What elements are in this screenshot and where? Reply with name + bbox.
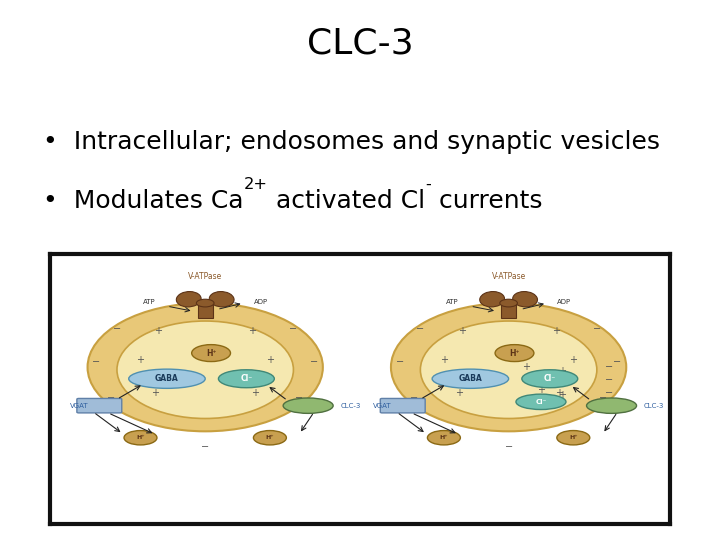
Text: +: + <box>570 354 577 364</box>
Text: H⁺: H⁺ <box>440 435 448 440</box>
Ellipse shape <box>513 292 538 307</box>
Text: H⁺: H⁺ <box>569 435 577 440</box>
Text: H⁺: H⁺ <box>266 435 274 440</box>
Text: +: + <box>537 385 545 395</box>
Text: Cl⁻: Cl⁻ <box>544 374 556 383</box>
Text: V-ATPase: V-ATPase <box>188 272 222 281</box>
Text: ATP: ATP <box>143 299 156 305</box>
Bar <box>501 303 516 319</box>
Circle shape <box>557 430 590 445</box>
Text: −: − <box>310 357 318 367</box>
Text: ADP: ADP <box>254 299 268 305</box>
Text: •  Modulates Ca: • Modulates Ca <box>43 189 243 213</box>
Ellipse shape <box>587 398 636 414</box>
Circle shape <box>495 345 534 362</box>
Text: −: − <box>416 323 424 334</box>
Text: +: + <box>251 388 259 398</box>
Text: H⁺: H⁺ <box>509 349 520 357</box>
Text: GABA: GABA <box>155 374 179 383</box>
Ellipse shape <box>432 369 508 388</box>
Text: −: − <box>598 393 607 403</box>
Text: +: + <box>454 388 463 398</box>
Text: −: − <box>593 323 601 334</box>
Text: Cl⁻: Cl⁻ <box>535 399 546 405</box>
Text: −: − <box>295 393 303 403</box>
Text: +: + <box>554 388 562 398</box>
Text: ATP: ATP <box>446 299 459 305</box>
Text: VGAT: VGAT <box>70 403 89 409</box>
Ellipse shape <box>480 292 505 307</box>
Ellipse shape <box>218 370 274 388</box>
Ellipse shape <box>129 369 205 388</box>
Ellipse shape <box>197 299 214 307</box>
Circle shape <box>428 430 460 445</box>
Circle shape <box>253 430 287 445</box>
Ellipse shape <box>516 394 566 409</box>
Text: −: − <box>113 323 121 334</box>
Bar <box>197 303 213 319</box>
Text: −: − <box>107 393 115 403</box>
Text: VGAT: VGAT <box>373 403 392 409</box>
Text: −: − <box>92 357 100 367</box>
Text: −: − <box>605 362 613 372</box>
Ellipse shape <box>176 292 201 307</box>
Text: +: + <box>248 326 256 336</box>
Text: H⁺: H⁺ <box>206 349 216 357</box>
Text: H⁺: H⁺ <box>136 435 145 440</box>
Ellipse shape <box>420 321 597 418</box>
Ellipse shape <box>88 303 323 431</box>
Text: −: − <box>396 357 404 367</box>
Text: +: + <box>457 326 466 336</box>
Ellipse shape <box>522 370 577 388</box>
Ellipse shape <box>283 398 333 414</box>
Text: −: − <box>505 442 513 452</box>
Text: ADP: ADP <box>557 299 572 305</box>
Text: CLC-3: CLC-3 <box>307 27 413 61</box>
Text: CLC-3: CLC-3 <box>341 403 361 409</box>
Text: −: − <box>201 442 210 452</box>
Ellipse shape <box>210 292 234 307</box>
Text: +: + <box>557 366 565 376</box>
Text: +: + <box>557 390 565 401</box>
Circle shape <box>192 345 230 362</box>
Text: V-ATPase: V-ATPase <box>492 272 526 281</box>
Text: currents: currents <box>431 189 542 213</box>
Text: 2+: 2+ <box>243 177 268 192</box>
Text: activated Cl: activated Cl <box>268 189 425 213</box>
FancyBboxPatch shape <box>380 399 426 413</box>
FancyBboxPatch shape <box>77 399 122 413</box>
Text: +: + <box>522 362 530 372</box>
Text: −: − <box>605 375 613 385</box>
Text: −: − <box>613 357 621 367</box>
Text: −: − <box>410 393 418 403</box>
Text: CLC-3: CLC-3 <box>644 403 665 409</box>
Text: −: − <box>605 388 613 398</box>
Ellipse shape <box>500 299 518 307</box>
Text: +: + <box>137 354 145 364</box>
Text: •  Intracellular; endosomes and synaptic vesicles: • Intracellular; endosomes and synaptic … <box>43 130 660 153</box>
Text: Cl⁻: Cl⁻ <box>240 374 253 383</box>
Text: +: + <box>154 326 162 336</box>
Text: GABA: GABA <box>459 374 482 383</box>
Text: +: + <box>266 354 274 364</box>
Text: −: − <box>289 323 297 334</box>
Text: +: + <box>151 388 159 398</box>
Ellipse shape <box>391 303 626 431</box>
Text: +: + <box>552 326 559 336</box>
Text: -: - <box>425 177 431 192</box>
Text: +: + <box>440 354 448 364</box>
Ellipse shape <box>117 321 294 418</box>
Circle shape <box>124 430 157 445</box>
